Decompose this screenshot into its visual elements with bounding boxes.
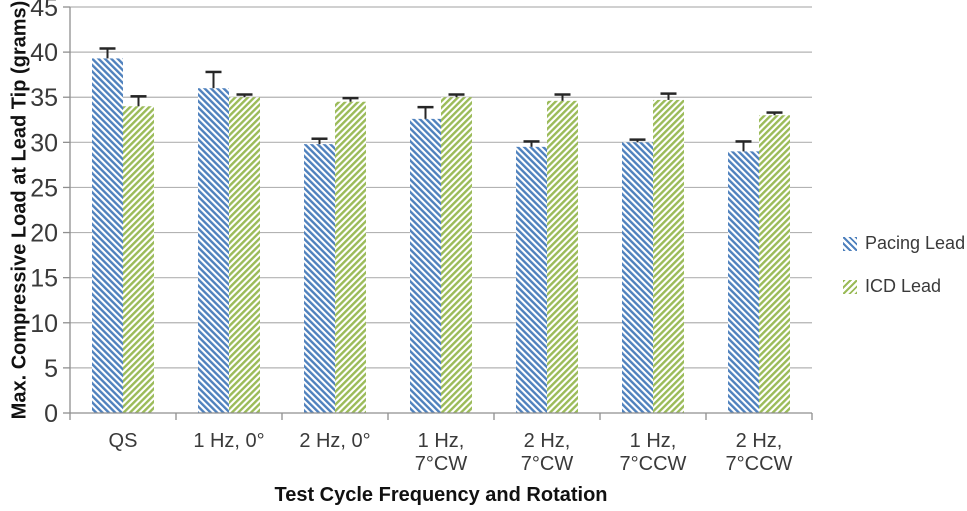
bar-pacing-lead-3	[410, 118, 441, 414]
bar-icd-lead-0	[123, 106, 154, 413]
legend-label-pacing-lead: Pacing Lead	[865, 233, 966, 253]
x-axis-title: Test Cycle Frequency and Rotation	[274, 484, 608, 506]
x-category-label-1: 1 Hz, 0°	[193, 430, 264, 452]
x-category-label-2: 2 Hz, 0°	[299, 430, 370, 452]
bar-icd-lead-5	[653, 99, 684, 413]
y-tick-label: 20	[30, 220, 58, 248]
pacing-lead-hatch-swatch-icon	[843, 236, 857, 251]
bar-pacing-lead-0	[92, 58, 123, 413]
legend: Pacing Lead ICD Lead	[843, 233, 965, 319]
bar-pacing-lead-2	[304, 144, 335, 414]
legend-item-icd-lead: ICD Lead	[843, 276, 965, 297]
bar-icd-lead-4	[547, 100, 578, 413]
legend-label-icd-lead: ICD Lead	[865, 276, 942, 296]
x-category-label-4: 2 Hz, 7°CW	[521, 430, 574, 475]
y-tick-label: 25	[30, 174, 58, 202]
y-tick-label: 0	[44, 400, 58, 428]
y-tick-label: 15	[30, 265, 58, 293]
y-axis-title: Max. Compressive Load at Lead Tip (grams…	[8, 0, 31, 420]
y-tick-label: 5	[44, 355, 58, 383]
x-category-label-5: 1 Hz, 7°CCW	[620, 430, 687, 475]
x-category-label-3: 1 Hz, 7°CW	[415, 430, 468, 475]
bar-icd-lead-3	[441, 97, 472, 413]
y-tick-label: 10	[30, 310, 58, 338]
y-tick-label: 30	[30, 129, 58, 157]
bar-pacing-lead-5	[622, 142, 653, 414]
y-tick-label: 45	[30, 0, 58, 22]
bar-icd-lead-2	[335, 101, 366, 413]
x-category-label-0: QS	[109, 430, 138, 452]
bar-icd-lead-1	[229, 97, 260, 413]
y-tick-label: 40	[30, 39, 58, 67]
icd-lead-hatch-swatch-icon	[843, 279, 857, 294]
x-category-label-6: 2 Hz, 7°CCW	[726, 430, 793, 475]
bar-pacing-lead-6	[728, 151, 759, 413]
legend-item-pacing-lead: Pacing Lead	[843, 233, 965, 254]
bar-pacing-lead-1	[198, 88, 229, 413]
bar-pacing-lead-4	[516, 146, 547, 413]
bar-icd-lead-6	[759, 115, 790, 414]
y-tick-label: 35	[30, 84, 58, 112]
